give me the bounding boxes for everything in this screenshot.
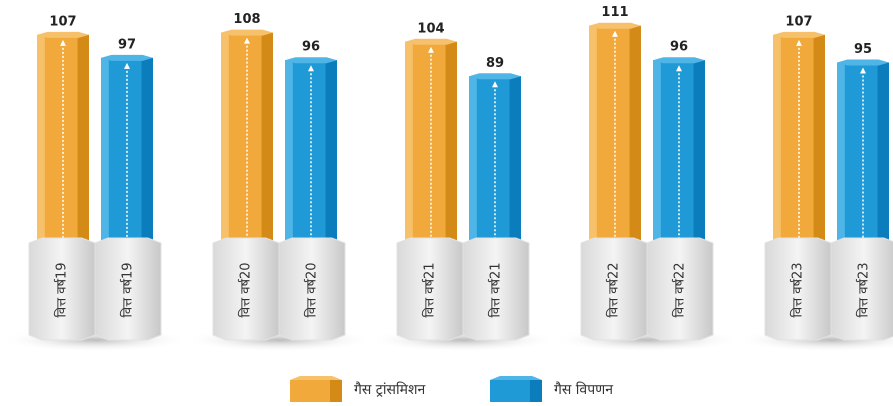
bar-shade — [261, 32, 273, 278]
category-label: वित्त वर्ष23 — [790, 263, 806, 318]
bar-arrow-head — [308, 65, 314, 72]
bar-shade — [325, 60, 337, 279]
bar-highlight — [469, 76, 477, 278]
bar-arrow-head — [124, 62, 130, 69]
bar-shade — [877, 62, 889, 278]
bar-cap — [285, 57, 337, 64]
value-label: 95 — [854, 42, 872, 57]
bar-shade — [509, 76, 521, 278]
value-label: 111 — [601, 5, 628, 20]
value-label: 97 — [118, 37, 136, 52]
bar-highlight — [653, 60, 661, 279]
category-label: वित्त वर्ष21 — [422, 263, 438, 318]
bar-shade — [77, 34, 89, 279]
legend-item: गैस ट्रांसमिशन — [290, 376, 425, 402]
bar-arrow-head — [676, 65, 682, 72]
legend-swatch-shade — [330, 380, 342, 402]
bar-cap — [101, 54, 153, 61]
bar-base — [94, 237, 162, 341]
category-label: वित्त वर्ष20 — [238, 263, 254, 318]
bar-highlight — [837, 62, 845, 278]
value-label: 96 — [302, 40, 320, 55]
bar-arrow-head — [612, 30, 618, 37]
legend-swatch-shade — [530, 380, 542, 402]
category-label: वित्त वर्ष22 — [672, 263, 688, 318]
bar-cap — [37, 31, 89, 38]
category-label: वित्त वर्ष22 — [606, 263, 622, 318]
legend-swatch-cap — [290, 376, 342, 380]
legend-swatch — [290, 380, 342, 402]
category-label: वित्त वर्ष20 — [304, 263, 320, 318]
bar-cap — [589, 22, 641, 29]
value-label: 108 — [233, 12, 260, 27]
category-label: वित्त वर्ष19 — [120, 263, 136, 318]
bar-arrow-head — [492, 81, 498, 88]
value-label: 104 — [417, 21, 444, 36]
legend-swatch — [490, 380, 542, 402]
bar-base — [646, 237, 714, 341]
bar-arrow-head — [428, 46, 434, 53]
value-label: 96 — [670, 40, 688, 55]
legend-label: गैस ट्रांसमिशन — [354, 381, 425, 398]
legend-item: गैस विपणन — [490, 376, 613, 402]
value-label: 107 — [49, 14, 76, 29]
category-label: वित्त वर्ष21 — [488, 263, 504, 318]
bar-arrow-head — [244, 37, 250, 44]
bar-base — [830, 237, 893, 341]
bar-cap — [653, 57, 705, 64]
bar-shade — [629, 25, 641, 279]
bar-arrow-head — [860, 67, 866, 74]
bar-highlight — [773, 34, 781, 279]
bar-highlight — [589, 25, 597, 279]
bar-cap — [221, 29, 273, 36]
bar-highlight — [221, 32, 229, 278]
bar-arrow-head — [60, 39, 66, 46]
bar-shade — [813, 34, 825, 279]
bar-base — [462, 237, 530, 341]
bar-shade — [693, 60, 705, 279]
bar-highlight — [101, 57, 109, 279]
bar-highlight — [405, 41, 413, 278]
category-label: वित्त वर्ष19 — [54, 263, 70, 318]
bar-shade — [141, 57, 153, 279]
value-label: 89 — [486, 56, 504, 71]
bar-highlight — [37, 34, 45, 279]
category-label: वित्त वर्ष23 — [856, 263, 872, 318]
legend-label: गैस विपणन — [554, 381, 613, 398]
bar-base — [278, 237, 346, 341]
bar-highlight — [285, 60, 293, 279]
bar-cap — [469, 73, 521, 80]
bar-cap — [837, 59, 889, 66]
value-label: 107 — [785, 14, 812, 29]
legend-swatch-cap — [490, 376, 542, 380]
bar-cap — [773, 31, 825, 38]
bar-arrow-head — [796, 39, 802, 46]
bar-shade — [445, 41, 457, 278]
bar-cap — [405, 38, 457, 45]
